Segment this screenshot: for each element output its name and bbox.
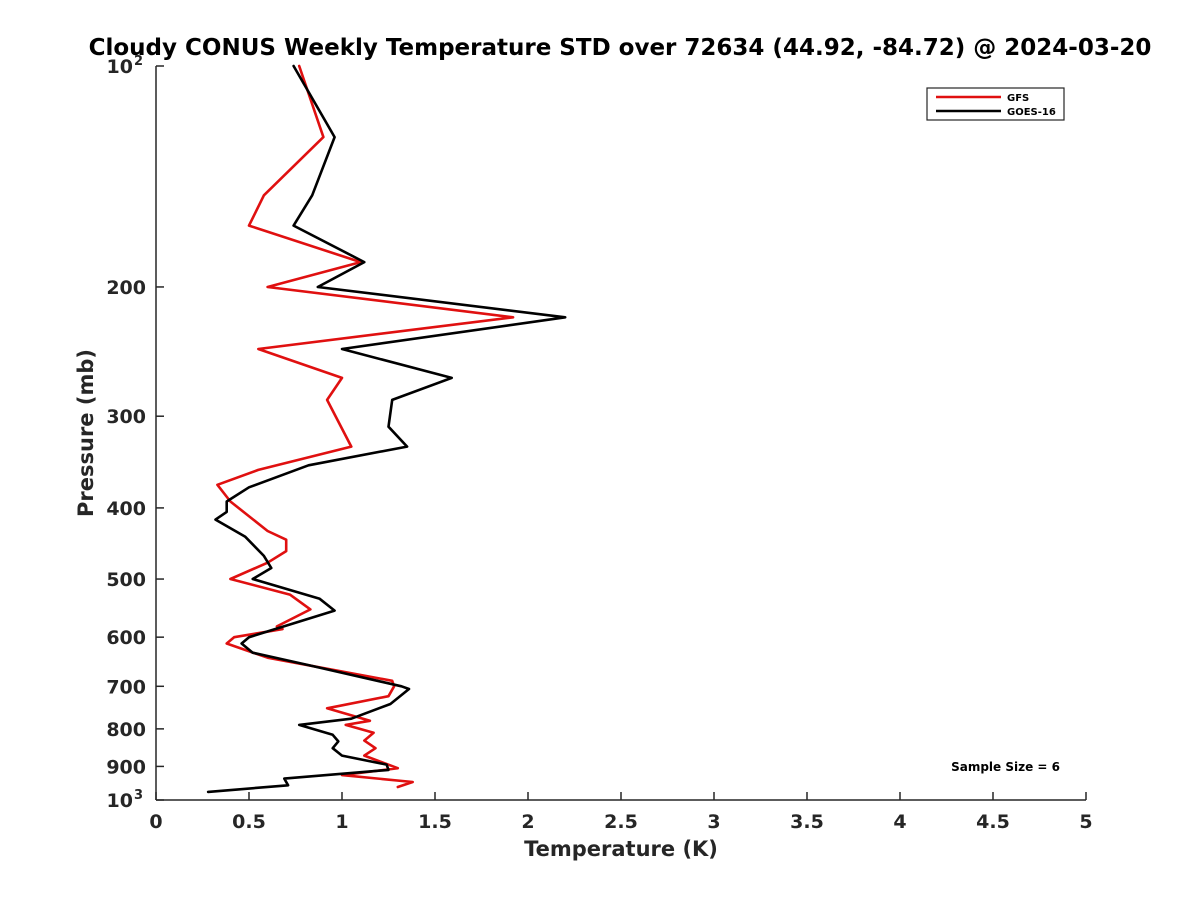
y-tick-label: 300 — [106, 406, 146, 428]
chart-title: Cloudy CONUS Weekly Temperature STD over… — [89, 35, 1152, 61]
series-line-gfs — [216, 64, 515, 789]
x-tick-label: 1 — [335, 811, 348, 833]
y-tick-label: 500 — [106, 569, 146, 591]
plot-area — [155, 64, 1086, 801]
y-tick-label: 400 — [106, 498, 146, 520]
y-axis-label: Pressure (mb) — [74, 349, 98, 517]
y-tick-label: 700 — [106, 676, 146, 698]
x-tick-label: 1.5 — [418, 811, 452, 833]
x-ticks: 0 0.5 1 1.5 2 2.5 3 3.5 4 4.5 5 — [149, 792, 1093, 833]
x-tick-label: 4 — [893, 811, 906, 833]
y-tick-label: 200 — [106, 277, 146, 299]
x-tick-label: 2.5 — [604, 811, 638, 833]
x-tick-label: 5 — [1079, 811, 1092, 833]
series-line-goes-16 — [206, 64, 567, 794]
x-axis-label: Temperature (K) — [524, 837, 718, 861]
y-tick-label: 600 — [106, 627, 146, 649]
x-tick-label: 0 — [149, 811, 162, 833]
legend-label-gfs: GFS — [1007, 93, 1029, 104]
y-tick-label: 800 — [106, 719, 146, 741]
y-tick-label: 900 — [106, 756, 146, 778]
x-tick-label: 3.5 — [790, 811, 824, 833]
y-tick-label: 10 — [107, 790, 133, 812]
sample-size-annotation: Sample Size = 6 — [951, 760, 1060, 774]
x-tick-label: 4.5 — [976, 811, 1010, 833]
legend-label-goes16: GOES-16 — [1007, 107, 1056, 118]
y-tick-exponent: 2 — [134, 54, 143, 69]
x-tick-label: 0.5 — [232, 811, 266, 833]
legend: GFS GOES-16 — [926, 87, 1065, 121]
y-tick-exponent: 3 — [134, 788, 143, 803]
series-layer — [206, 64, 567, 794]
legend-box — [926, 87, 1065, 121]
x-tick-label: 2 — [521, 811, 534, 833]
y-tick-label: 10 — [107, 56, 133, 78]
x-tick-label: 3 — [707, 811, 720, 833]
